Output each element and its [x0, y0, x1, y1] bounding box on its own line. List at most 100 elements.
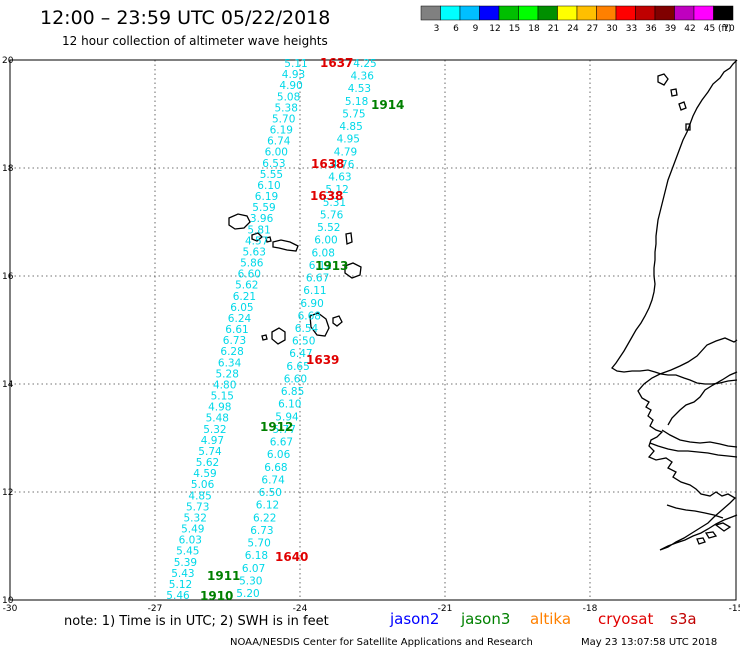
- legend-swatch: [576, 5, 597, 21]
- cape-verde-boa-vista: [344, 262, 362, 279]
- wave-height-value: 6.19: [255, 191, 278, 203]
- latitude-label: 20: [2, 56, 14, 66]
- cape-verde-fogo: [271, 327, 286, 345]
- wave-height-value: 6.28: [220, 346, 243, 358]
- wave-height-value: 6.00: [314, 235, 337, 247]
- mission-name: altika: [530, 610, 571, 628]
- pass-number-label: 1638: [310, 189, 343, 203]
- wave-height-value: 6.10: [257, 180, 280, 192]
- canary-islands: [657, 73, 691, 131]
- wave-height-value: 5.62: [235, 280, 258, 292]
- wave-height-value: 4.59: [193, 468, 216, 480]
- longitude-label: -15: [729, 604, 740, 614]
- legend-swatch: [635, 5, 656, 21]
- pass-labels: 1637 1914 1638 1638 1913 1639 1912 1640 1911 1910: [200, 56, 404, 603]
- wave-height-value: 6.05: [230, 302, 253, 314]
- wave-height-value: 6.61: [225, 324, 248, 336]
- wave-height-value: 6.67: [306, 273, 329, 285]
- color-legend: 3 6 9 12 15 18 21 24 27 30 33 36 39 42 45 70: [420, 5, 735, 34]
- pass-number-label: 1637: [320, 56, 353, 70]
- wave-height-value: 5.08: [277, 91, 300, 103]
- wave-height-value: 6.34: [218, 357, 242, 369]
- legend-swatch: [459, 5, 480, 21]
- legend-label: 36: [645, 24, 657, 34]
- map-frame: [9, 59, 737, 601]
- legend-swatch: [596, 5, 617, 21]
- wave-height-value: 5.73: [186, 501, 209, 513]
- cape-verde-santo-antao: [228, 213, 251, 230]
- longitude-labels: -30 -27 -24 -21 -18 -15: [3, 604, 740, 614]
- wave-height-value: 6.10: [278, 399, 301, 411]
- legend-label: 15: [509, 24, 520, 34]
- legend-label: 30: [606, 24, 618, 34]
- legend-swatch: [420, 5, 441, 21]
- cape-verde-sal: [345, 232, 353, 245]
- wave-height-value: 6.73: [223, 335, 246, 347]
- wave-height-value: 3.96: [250, 213, 274, 225]
- legend-swatch: [693, 5, 714, 21]
- legend-swatch: [498, 5, 519, 21]
- pass-number-label: 1640: [275, 550, 308, 564]
- wave-height-value: 4.95: [337, 134, 360, 146]
- wave-height-value: 6.67: [270, 437, 293, 449]
- generation-timestamp: May 23 13:07:58 UTC 2018: [581, 637, 717, 648]
- legend-label: 70: [723, 24, 735, 34]
- wave-height-value: 5.12: [169, 579, 192, 591]
- coastline: [228, 59, 738, 551]
- wave-height-value: 6.85: [281, 386, 304, 398]
- wave-height-value: 5.81: [247, 224, 270, 236]
- pass-number-label: 1913: [315, 259, 348, 273]
- pass-number-label: 1639: [306, 353, 339, 367]
- wave-height-value: 5.63: [243, 246, 266, 258]
- cape-verde-sao-nicolau: [272, 239, 299, 252]
- wave-height-value: 5.32: [203, 424, 226, 436]
- wave-height-value: 6.07: [242, 563, 265, 575]
- wave-height-value: 6.50: [259, 487, 282, 499]
- wave-height-value: 4.36: [351, 71, 375, 83]
- legend-unit: (ft): [718, 24, 732, 34]
- wave-height-value: 5.11: [284, 58, 307, 70]
- map-title: 12:00 – 23:59 UTC 05/22/2018: [40, 7, 330, 29]
- wave-height-value: 5.39: [174, 557, 197, 569]
- cape-verde-sao-vicente: [251, 232, 263, 242]
- wave-height-value: 5.31: [323, 197, 346, 209]
- legend-label: 39: [665, 24, 677, 34]
- wave-height-value: 5.70: [272, 113, 295, 125]
- legend-swatch: [518, 5, 539, 21]
- wave-height-value: 5.43: [171, 568, 194, 580]
- latitude-label: 18: [2, 164, 14, 174]
- wave-height-value: 5.59: [252, 202, 275, 214]
- senegal-coast: [661, 429, 738, 448]
- wave-height-value: 5.32: [184, 512, 207, 524]
- legend-label: 3: [434, 24, 440, 34]
- wave-height-value: 6.65: [286, 361, 309, 373]
- wave-height-value: 4.79: [334, 146, 357, 158]
- wave-height-value: 6.68: [264, 462, 287, 474]
- wave-height-value: 5.55: [260, 169, 283, 181]
- wave-height-value: 5.76: [320, 209, 344, 221]
- wave-height-value: 6.60: [284, 374, 307, 386]
- cape-verde-maio: [332, 315, 343, 327]
- legend-swatch: [615, 5, 636, 21]
- wave-height-value: 4.63: [328, 172, 351, 184]
- legend-label: 45: [704, 24, 715, 34]
- legend-label: 12: [489, 24, 500, 34]
- wave-height-value: 6.12: [309, 260, 332, 272]
- wave-height-value: 5.46: [166, 590, 190, 602]
- altimeter-track-east: 4.254.364.535.185.754.854.954.794.764.63…: [236, 58, 376, 600]
- cape-verde-santa-luzia: [265, 236, 272, 243]
- wave-height-value: 5.74: [198, 446, 222, 458]
- legend-swatch: [654, 5, 675, 21]
- legend-swatch: [537, 5, 558, 21]
- mission-legend: jason2 jason3 altika cryosat s3a: [389, 610, 697, 628]
- pass-number-label: 1914: [371, 98, 404, 112]
- longitude-label: -30: [3, 604, 18, 614]
- longitude-label: -24: [293, 604, 308, 614]
- wave-height-value: 4.90: [279, 80, 302, 92]
- wave-height-value: 5.70: [247, 538, 270, 550]
- wave-height-value: 6.90: [300, 298, 323, 310]
- mission-name: jason3: [460, 610, 510, 628]
- cape-verde-brava: [261, 334, 268, 341]
- wave-height-value: 6.74: [261, 474, 285, 486]
